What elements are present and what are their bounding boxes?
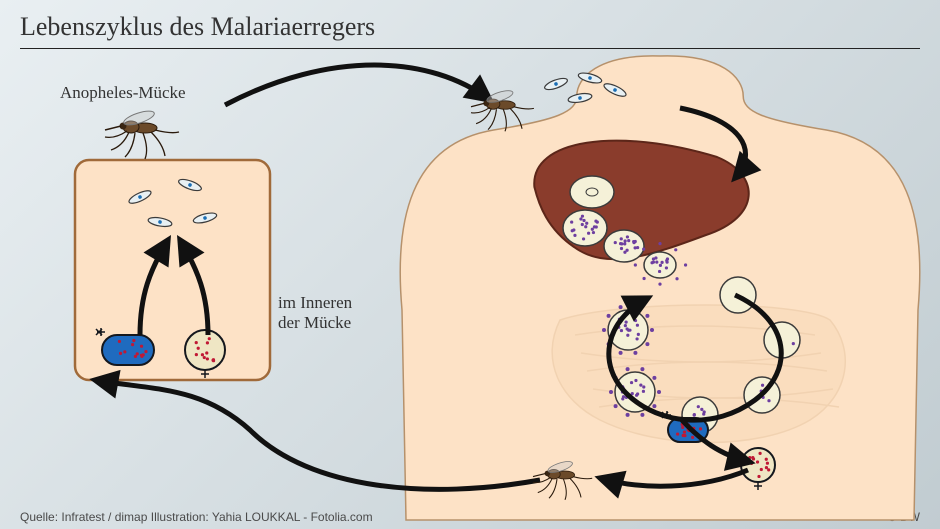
sporozoite — [543, 76, 568, 92]
cell — [570, 176, 614, 208]
arrow-top — [225, 65, 490, 105]
human-body — [400, 56, 920, 520]
diagram-svg — [0, 0, 940, 529]
mosquito-icon — [105, 108, 179, 159]
cell — [604, 230, 644, 262]
cell — [563, 210, 607, 246]
